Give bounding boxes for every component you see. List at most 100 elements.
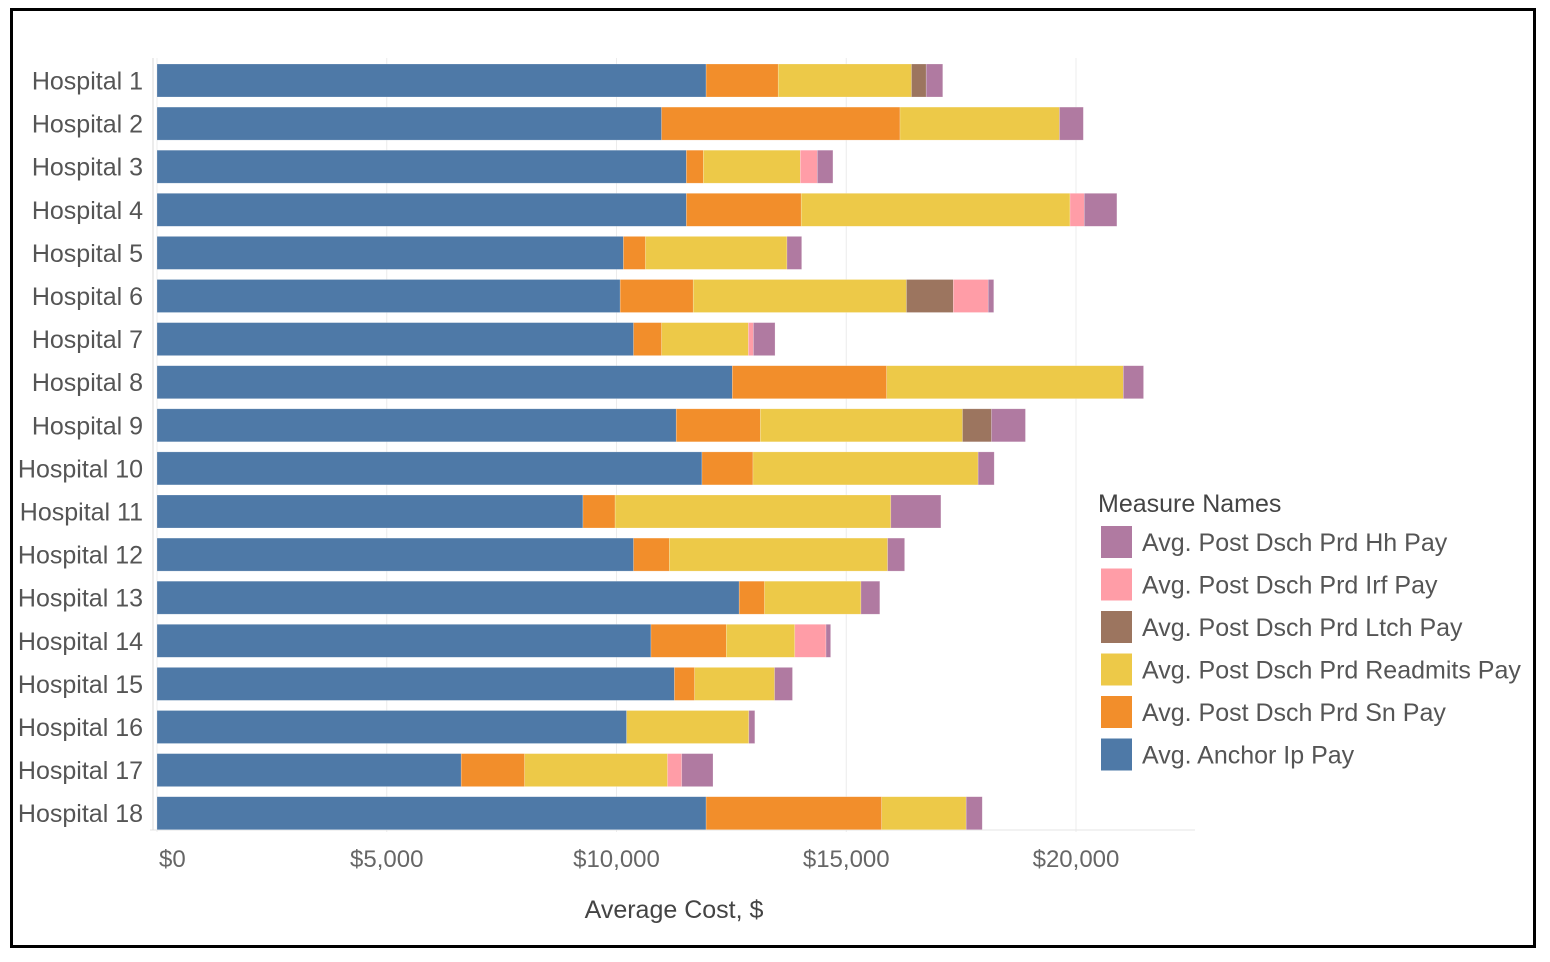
- bar-segment: [524, 753, 668, 787]
- bar-segment: [794, 623, 827, 658]
- bar-segment: [156, 710, 627, 744]
- bar-segment: [156, 279, 621, 313]
- category-label: Hospital 2: [32, 111, 143, 139]
- bar-segment: [760, 408, 963, 443]
- bar-segment: [156, 408, 677, 443]
- bar-segment: [619, 279, 694, 313]
- legend: Measure Names Avg. Post Dsch Prd Hh Pay A…: [1098, 490, 1521, 771]
- category-label: Hospital 6: [32, 283, 143, 311]
- legend-swatch: [1101, 526, 1132, 558]
- bar-segment: [633, 322, 662, 356]
- category-label: Hospital 11: [20, 499, 143, 527]
- bar-segment: [953, 279, 989, 313]
- category-label: Hospital 8: [32, 369, 143, 397]
- bar-segment: [799, 149, 818, 184]
- bar-segment: [764, 580, 862, 615]
- category-label: Hospital 17: [18, 757, 143, 785]
- legend-title: Measure Names: [1098, 490, 1281, 518]
- bar-segment: [1069, 193, 1085, 227]
- bar-segment: [881, 796, 967, 831]
- legend-label: Avg. Anchor Ip Pay: [1142, 742, 1355, 770]
- category-label: Hospital 10: [18, 455, 143, 483]
- x-tick-label: $0: [159, 846, 186, 873]
- category-label: Hospital 9: [32, 412, 143, 440]
- bar-segment: [1123, 365, 1144, 400]
- legend-swatch: [1101, 653, 1132, 686]
- bar-segment: [748, 710, 756, 744]
- bar-segment: [156, 322, 634, 356]
- bar-segment: [667, 753, 683, 787]
- legend-label: Avg. Post Dsch Prd Sn Pay: [1142, 699, 1446, 727]
- bar-segment: [156, 106, 662, 141]
- bar-segment: [686, 149, 704, 184]
- category-label: Hospital 16: [18, 714, 143, 742]
- bar-segment: [669, 537, 888, 572]
- bar-segment: [156, 580, 740, 615]
- bar-segment: [692, 279, 907, 313]
- bar-segment: [991, 408, 1026, 443]
- bar-segment: [890, 494, 942, 529]
- category-label: Hospital 1: [32, 68, 143, 96]
- bar-segment: [753, 322, 776, 356]
- bar-segment: [614, 494, 892, 529]
- bar-segment: [860, 580, 881, 615]
- category-label: Hospital 18: [18, 800, 143, 828]
- bar-segment: [748, 322, 754, 356]
- bar-segment: [800, 193, 1071, 227]
- bar-segment: [1059, 106, 1084, 141]
- bar-segment: [661, 106, 901, 141]
- bar-segment: [1083, 193, 1118, 227]
- legend-swatch: [1101, 611, 1132, 643]
- value-axis: $0 $5,000 $10,000 $15,000 $20,000: [159, 846, 1119, 873]
- bar-segment: [156, 494, 584, 529]
- bar-segment: [774, 667, 793, 701]
- bar-segment: [156, 537, 634, 572]
- bar-segment: [156, 753, 462, 787]
- bar-segment: [965, 796, 983, 831]
- legend-label: Avg. Post Dsch Prd Ltch Pay: [1142, 614, 1463, 642]
- bar-segment: [925, 63, 944, 98]
- bar-segment: [911, 63, 927, 98]
- bars: [156, 63, 1144, 831]
- plot-area: [150, 58, 1195, 835]
- category-label: Hospital 12: [18, 542, 143, 570]
- bar-segment: [156, 63, 707, 98]
- x-tick-label: $15,000: [803, 846, 890, 873]
- legend-label: Avg. Post Dsch Prd Hh Pay: [1142, 529, 1448, 557]
- bar-segment: [701, 451, 754, 486]
- bar-segment: [786, 236, 802, 270]
- x-axis-title: Average Cost, $: [585, 896, 764, 924]
- bar-segment: [987, 279, 995, 313]
- bar-segment: [703, 149, 801, 184]
- bar-segment: [726, 623, 796, 658]
- bar-segment: [731, 365, 887, 400]
- bar-segment: [156, 667, 675, 701]
- legend-swatch: [1101, 696, 1132, 728]
- category-label: Hospital 4: [32, 197, 143, 225]
- bar-segment: [705, 63, 779, 98]
- bar-segment: [156, 796, 707, 831]
- bar-segment: [661, 322, 749, 356]
- category-label: Hospital 13: [18, 585, 143, 613]
- bar-segment: [623, 236, 646, 270]
- legend-swatch: [1101, 738, 1132, 771]
- legend-swatch: [1101, 568, 1132, 601]
- bar-segment: [977, 451, 995, 486]
- bar-segment: [650, 623, 727, 658]
- x-tick-label: $10,000: [573, 846, 660, 873]
- bar-segment: [887, 537, 905, 572]
- gridlines: [150, 58, 1195, 835]
- category-label: Hospital 5: [32, 240, 143, 268]
- bar-segment: [899, 106, 1060, 141]
- bar-segment: [777, 63, 912, 98]
- bar-segment: [752, 451, 979, 486]
- bar-segment: [156, 623, 652, 658]
- bar-segment: [686, 193, 802, 227]
- bar-segment: [681, 753, 714, 787]
- bar-segment: [906, 279, 954, 313]
- bar-segment: [633, 537, 670, 572]
- category-label: Hospital 7: [32, 326, 143, 354]
- bar-segment: [156, 236, 624, 270]
- category-label: Hospital 3: [32, 154, 143, 182]
